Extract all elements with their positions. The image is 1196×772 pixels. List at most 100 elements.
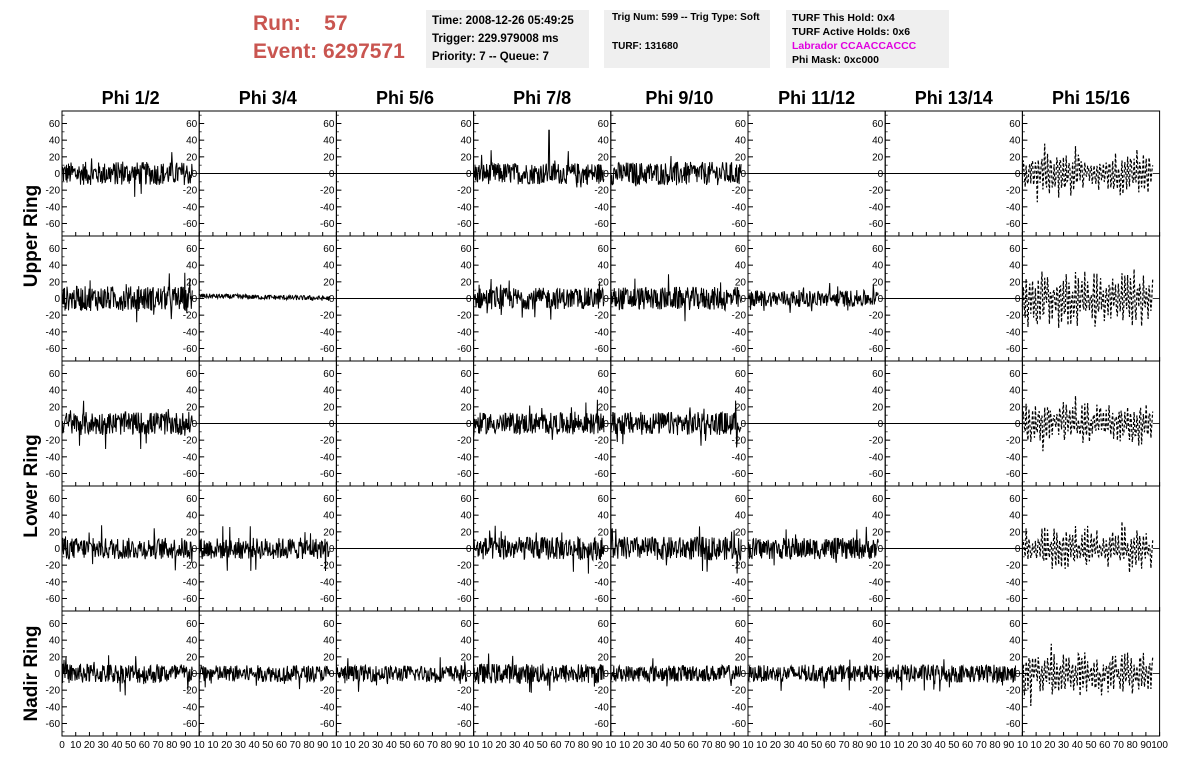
x-tick-label: 50 — [674, 740, 686, 751]
y-tick-label: 0 — [603, 294, 609, 305]
y-tick-label: 0 — [54, 294, 60, 305]
y-tick-label: 20 — [186, 652, 198, 663]
y-tick-label: -20 — [732, 311, 747, 322]
y-tick-label: -20 — [183, 436, 198, 447]
x-tick-label: 70 — [564, 740, 576, 751]
y-tick-label: -40 — [183, 577, 198, 588]
y-tick-label: -40 — [869, 577, 884, 588]
y-tick-label: -20 — [46, 186, 61, 197]
y-tick-label: -40 — [732, 452, 747, 463]
y-tick-label: 20 — [598, 277, 610, 288]
y-tick-label: 60 — [323, 369, 335, 380]
y-tick-label: 0 — [54, 169, 60, 180]
y-tick-label: 60 — [598, 494, 610, 505]
y-tick-label: 20 — [1009, 402, 1021, 413]
y-tick-label: 20 — [598, 402, 610, 413]
y-tick-label: 40 — [49, 261, 61, 272]
y-tick-label: -40 — [320, 202, 335, 213]
y-tick-label: 40 — [323, 386, 335, 397]
y-tick-label: -40 — [183, 702, 198, 713]
waveform-trace — [473, 525, 605, 574]
y-tick-label: -60 — [732, 719, 747, 730]
x-tick-label: 20 — [84, 740, 96, 751]
y-tick-label: 0 — [878, 669, 884, 680]
waveform-trace — [473, 278, 605, 320]
x-tick-label: 100 — [1151, 740, 1168, 751]
y-tick-label: -60 — [457, 719, 472, 730]
y-tick-label: 20 — [598, 152, 610, 163]
y-tick-label: -60 — [1006, 594, 1021, 605]
y-tick-label: 40 — [872, 386, 884, 397]
y-tick-label: -40 — [183, 452, 198, 463]
x-tick-label: 70 — [1113, 740, 1125, 751]
y-tick-label: 60 — [735, 244, 747, 255]
y-tick-label: -60 — [457, 469, 472, 480]
y-tick-label: 60 — [735, 619, 747, 630]
y-tick-label: -40 — [457, 202, 472, 213]
turf-hold-text: TURF This Hold: 0x4 — [792, 12, 895, 24]
y-tick-label: 40 — [872, 511, 884, 522]
y-tick-label: 60 — [186, 619, 198, 630]
y-tick-label: -40 — [457, 452, 472, 463]
x-tick-label: 10 — [70, 740, 82, 751]
y-tick-label: 60 — [460, 494, 472, 505]
y-tick-label: 0 — [192, 169, 198, 180]
x-tick-label: 20 — [495, 740, 507, 751]
row-group-label: Upper Ring — [21, 185, 42, 287]
x-tick-label: 60 — [276, 740, 288, 751]
y-tick-label: 20 — [872, 152, 884, 163]
waveform-trace — [61, 400, 193, 450]
y-tick-label: 40 — [872, 261, 884, 272]
x-tick-label: 50 — [537, 740, 549, 751]
column-header: Phi 9/10 — [645, 88, 713, 108]
waveform-panel: -60 -40 -20 0 20 40 60 — [320, 360, 475, 487]
waveform-panel: -60 -40 -20 0 20 40 60 — [869, 235, 1023, 362]
turf-text: TURF: 131680 — [612, 41, 679, 52]
y-tick-label: -60 — [320, 219, 335, 230]
y-tick-label: -20 — [1006, 311, 1021, 322]
y-tick-label: 20 — [1009, 527, 1021, 538]
x-tick-label: 60 — [962, 740, 974, 751]
trig-text: Trig Num: 599 -- Trig Type: Soft — [612, 12, 760, 23]
x-tick-label: 10 — [880, 740, 892, 751]
y-tick-label: 40 — [598, 636, 610, 647]
row-group-label: Nadir Ring — [21, 625, 42, 721]
y-tick-label: 0 — [466, 419, 472, 430]
y-tick-label: 0 — [192, 544, 198, 555]
y-tick-label: 0 — [878, 169, 884, 180]
y-tick-label: 0 — [54, 419, 60, 430]
y-tick-label: -40 — [1006, 702, 1021, 713]
y-tick-label: 20 — [735, 152, 747, 163]
column-header: Phi 15/16 — [1052, 88, 1130, 108]
y-tick-label: 60 — [460, 619, 472, 630]
y-tick-label: -60 — [320, 719, 335, 730]
y-tick-label: 20 — [460, 527, 472, 538]
y-tick-label: -60 — [1006, 719, 1021, 730]
event-value: 6297571 — [323, 40, 405, 63]
y-tick-label: -40 — [46, 702, 61, 713]
y-tick-label: 60 — [735, 369, 747, 380]
waveform-panel: -60 -40 -20 0 20 40 60 — [1006, 110, 1161, 237]
y-tick-label: 60 — [323, 119, 335, 130]
waveform-panel: -60 -40 -20 0 20 40 60 — [320, 110, 475, 237]
turf-active-text: TURF Active Holds: 0x6 — [792, 26, 911, 38]
x-tick-label: 60 — [413, 740, 425, 751]
y-tick-label: -60 — [869, 469, 884, 480]
x-tick-label: 10 — [1017, 740, 1029, 751]
waveform-panel: -60 -40 -20 0 20 40 60 — [457, 235, 612, 362]
y-tick-label: -60 — [46, 344, 61, 355]
y-tick-label: -20 — [732, 186, 747, 197]
y-tick-label: 60 — [872, 369, 884, 380]
y-tick-label: -20 — [869, 436, 884, 447]
y-tick-label: -60 — [183, 219, 198, 230]
x-tick-label: 10 — [468, 740, 480, 751]
x-tick-label: 20 — [770, 740, 782, 751]
y-tick-label: 0 — [740, 294, 746, 305]
x-tick-label: 80 — [166, 740, 178, 751]
x-tick-label: 30 — [372, 740, 384, 751]
y-tick-label: -40 — [869, 202, 884, 213]
y-tick-label: 20 — [1009, 152, 1021, 163]
x-tick-label: 80 — [715, 740, 727, 751]
